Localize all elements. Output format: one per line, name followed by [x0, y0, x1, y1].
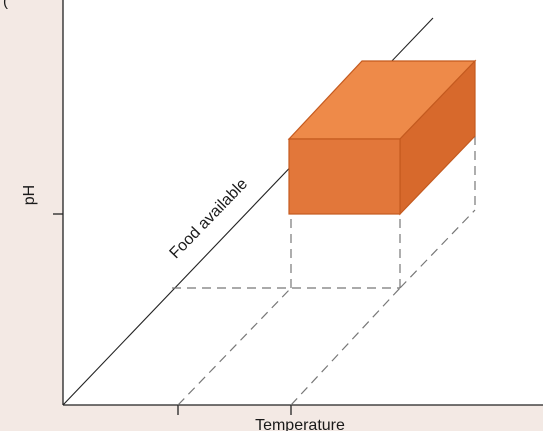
niche-box — [287, 59, 477, 216]
x-axis-label: Temperature — [255, 417, 345, 431]
projection-back-bottom — [399, 209, 476, 289]
panel-label: ( — [3, 0, 8, 10]
y-axis-label: pH — [21, 185, 38, 205]
projection-lines — [172, 136, 476, 406]
projection-temp-high — [290, 287, 401, 406]
projection-temp-low — [177, 287, 292, 406]
box-front-face — [288, 138, 401, 215]
